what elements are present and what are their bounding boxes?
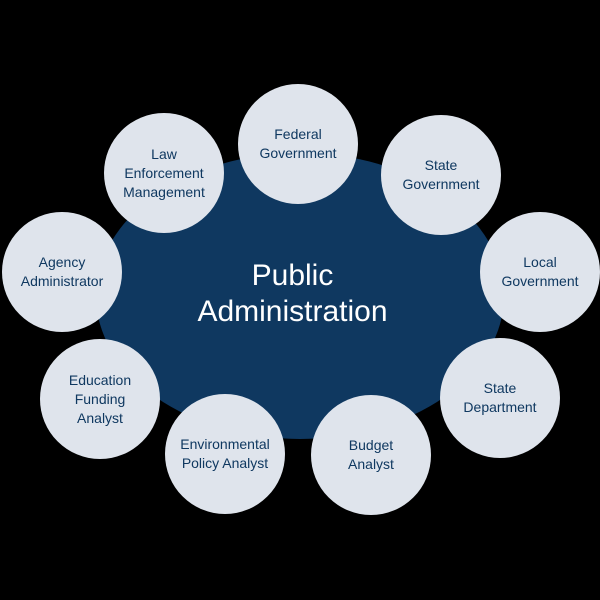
node-environmental-policy-analyst: Environmental Policy Analyst (165, 394, 285, 514)
node-label: Environmental Policy Analyst (180, 436, 270, 471)
node-state-government: State Government (381, 115, 501, 235)
node-federal-government: Federal Government (238, 84, 358, 204)
node-label: Education Funding Analyst (68, 371, 132, 426)
node-label: Local Government (501, 254, 579, 289)
node-label: Federal Government (259, 126, 337, 161)
node-budget-analyst: Budget Analyst (311, 395, 431, 515)
node-local-government: Local Government (480, 212, 600, 332)
node-agency-administrator: Agency Administrator (2, 212, 122, 332)
node-label: Law Enforcement Management (123, 145, 205, 200)
node-label: Agency Administrator (20, 254, 104, 289)
node-education-funding-analyst: Education Funding Analyst (40, 339, 160, 459)
node-label: Budget Analyst (348, 437, 394, 472)
node-law-enforcement-management: Law Enforcement Management (104, 113, 224, 233)
center-title: Public Administration (197, 259, 388, 328)
node-label: State Government (402, 157, 480, 192)
node-state-department: State Department (440, 338, 560, 458)
node-label: State Department (463, 380, 537, 415)
